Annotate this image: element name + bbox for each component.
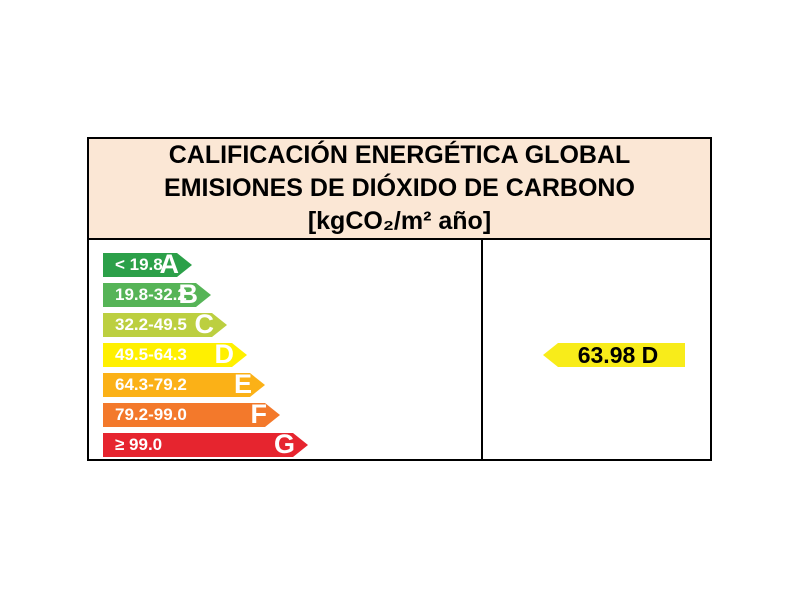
certificate-body: < 19.8 A 19.8-32.2 B 32.2-49.5 C 49.5-64.3 D 64.… xyxy=(89,240,710,459)
certificate-header: CALIFICACIÓN ENERGÉTICA GLOBAL EMISIONES… xyxy=(89,139,710,240)
scale-band-g: ≥ 99.0 G xyxy=(103,433,308,457)
band-range-label: 64.3-79.2 xyxy=(115,375,187,394)
band-range-label: < 19.8 xyxy=(115,255,163,274)
band-range-label: 79.2-99.0 xyxy=(115,405,187,424)
title-line-3: [kgCO₂/m² año] xyxy=(307,207,492,235)
scale-band-f: 79.2-99.0 F xyxy=(103,403,280,427)
band-letter: C xyxy=(194,308,214,339)
title-line-1: CALIFICACIÓN ENERGÉTICA GLOBAL xyxy=(168,141,631,169)
scale-band-a: < 19.8 A xyxy=(103,253,192,277)
scale-band-d: 49.5-64.3 D xyxy=(103,343,247,367)
rating-arrow: 63.98 D xyxy=(543,343,685,367)
band-letter: B xyxy=(178,278,198,309)
band-letter: A xyxy=(159,248,179,279)
title-line-2: EMISIONES DE DIÓXIDO DE CARBONO xyxy=(164,174,635,202)
band-letter: F xyxy=(250,398,267,429)
band-letter: E xyxy=(233,368,252,399)
band-letter: D xyxy=(214,338,234,369)
band-range-label: 32.2-49.5 xyxy=(115,315,187,334)
scale-band-e: 64.3-79.2 E xyxy=(103,373,265,397)
band-range-label: 19.8-32.2 xyxy=(115,285,187,304)
band-range-label: ≥ 99.0 xyxy=(115,435,163,454)
band-range-label: 49.5-64.3 xyxy=(115,345,187,364)
energy-certificate: CALIFICACIÓN ENERGÉTICA GLOBAL EMISIONES… xyxy=(87,137,712,461)
scale-band-b: 19.8-32.2 B xyxy=(103,283,211,307)
rating-panel: 63.98 D xyxy=(483,240,710,459)
scale-band-c: 32.2-49.5 C xyxy=(103,313,227,337)
band-letter: G xyxy=(273,428,295,459)
energy-scale-panel: < 19.8 A 19.8-32.2 B 32.2-49.5 C 49.5-64.3 D 64.… xyxy=(89,240,483,459)
